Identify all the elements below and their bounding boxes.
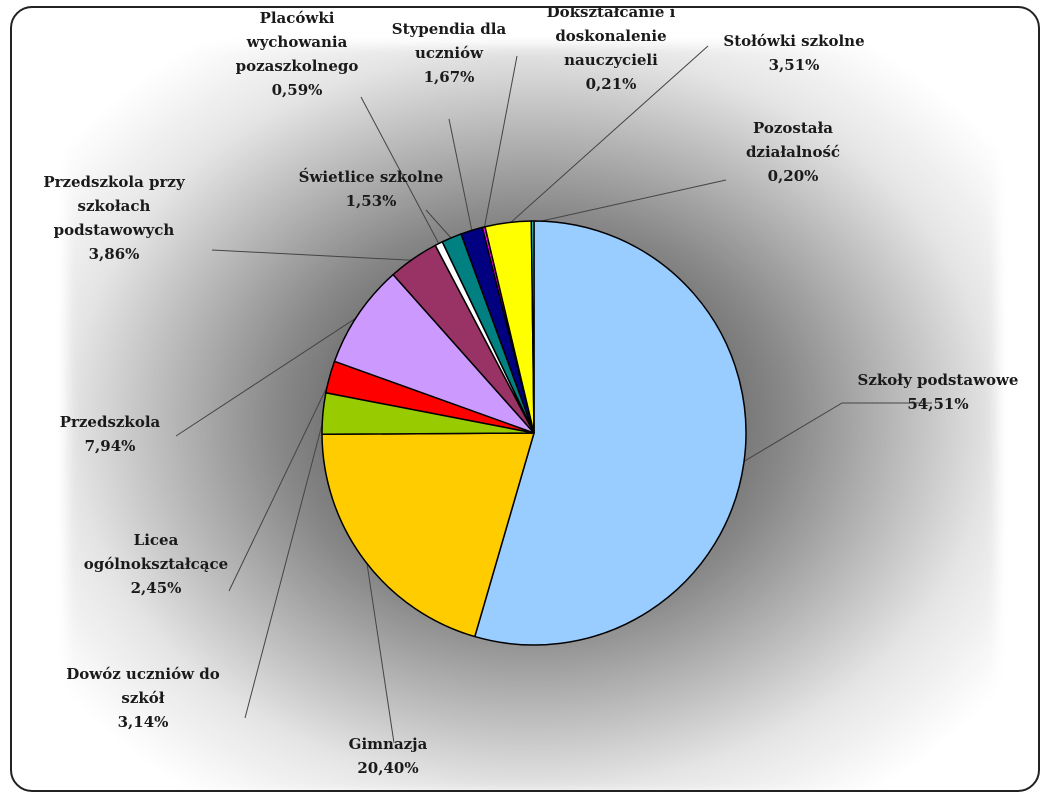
pie-slices <box>321 220 747 646</box>
slice-name-label: Dokształcanie i <box>547 8 676 21</box>
slice-name-label: doskonalenie <box>555 27 666 45</box>
leader-line <box>244 413 326 719</box>
pie-slice <box>474 220 747 646</box>
slice-name-label: działalność <box>746 143 840 161</box>
slice-value-label: 1,67% <box>424 68 475 86</box>
slice-name-label: Licea <box>134 531 179 549</box>
slice-label: Dowóz uczniów do szkół 3,14% <box>66 665 219 731</box>
slice-label: Dokształcanie i doskonalenie nauczycieli 0,… <box>547 8 676 93</box>
leader-line <box>175 314 361 437</box>
slice-name-label: Dowóz uczniów do <box>66 665 219 683</box>
pie-slice <box>530 220 535 434</box>
slice-value-label: 20,40% <box>357 759 418 777</box>
chart-frame: Szkoły podstawowe 54,51% Gimnazja 20,40% Dow… <box>10 6 1040 792</box>
leader-line <box>507 45 709 225</box>
slice-label: Stypendia dla uczniów 1,67% <box>392 20 507 86</box>
leader-line <box>532 179 727 224</box>
slice-name-label: Placówki <box>260 9 335 27</box>
slice-label: Przedszkola przy szkołach podstawowych 3,86… <box>43 173 186 263</box>
slice-name-label: uczniów <box>415 44 484 62</box>
slice-name-label: wychowania <box>246 33 348 51</box>
slice-name-label: Przedszkola przy <box>43 173 186 191</box>
leader-line <box>741 402 932 464</box>
slice-value-label: 0,21% <box>586 75 637 93</box>
pie-slice <box>333 273 535 434</box>
slice-name-label: szkół <box>121 689 164 707</box>
slice-name-label: Gimnazja <box>349 735 428 753</box>
slice-label: Świetlice szkolne 1,53% <box>299 168 444 210</box>
slice-label: Gimnazja 20,40% <box>349 735 428 777</box>
slice-name-label: ogólnokształcące <box>84 555 228 573</box>
leader-lines <box>175 45 932 744</box>
slice-labels: Szkoły podstawowe 54,51% Gimnazja 20,40% Dow… <box>43 8 1018 777</box>
slice-name-label: nauczycieli <box>564 51 658 69</box>
slice-name-label: Świetlice szkolne <box>299 168 444 186</box>
slice-value-label: 7,94% <box>85 437 136 455</box>
leader-line <box>211 249 415 261</box>
pie-slice <box>321 432 535 638</box>
slice-name-label: szkołach <box>78 197 151 215</box>
leader-line <box>365 559 395 744</box>
slice-label: Przedszkola 7,94% <box>60 413 161 455</box>
slice-value-label: 3,14% <box>118 713 169 731</box>
slice-value-label: 0,59% <box>272 81 323 99</box>
slice-label: Placówki wychowania pozaszkolnego 0,59% <box>236 9 359 99</box>
slice-value-label: 2,45% <box>131 579 182 597</box>
slice-name-label: Pozostała <box>753 119 833 137</box>
leader-line <box>425 209 453 240</box>
leader-line <box>448 118 473 233</box>
slice-name-label: pozaszkolnego <box>236 57 359 75</box>
slice-value-label: 0,20% <box>768 167 819 185</box>
leader-line <box>483 55 518 230</box>
slice-value-label: 3,51% <box>769 56 820 74</box>
slice-value-label: 54,51% <box>907 395 968 413</box>
slice-label: Szkoły podstawowe 54,51% <box>858 371 1019 413</box>
slice-name-label: Przedszkola <box>60 413 161 431</box>
slice-value-label: 3,86% <box>89 245 140 263</box>
leader-line <box>360 96 441 246</box>
slice-value-label: 1,53% <box>346 192 397 210</box>
leader-line <box>228 377 332 592</box>
slice-name-label: Stypendia dla <box>392 20 507 38</box>
slice-name-label: podstawowych <box>54 221 175 239</box>
slice-label: Stołówki szkolne 3,51% <box>723 32 864 74</box>
slice-label: Licea ogólnokształcące 2,45% <box>84 531 228 597</box>
slice-name-label: Stołówki szkolne <box>723 32 864 50</box>
slice-label: Pozostała działalność 0,20% <box>746 119 840 185</box>
pie-chart: Szkoły podstawowe 54,51% Gimnazja 20,40% Dow… <box>43 8 1018 790</box>
slice-name-label: Szkoły podstawowe <box>858 371 1019 389</box>
